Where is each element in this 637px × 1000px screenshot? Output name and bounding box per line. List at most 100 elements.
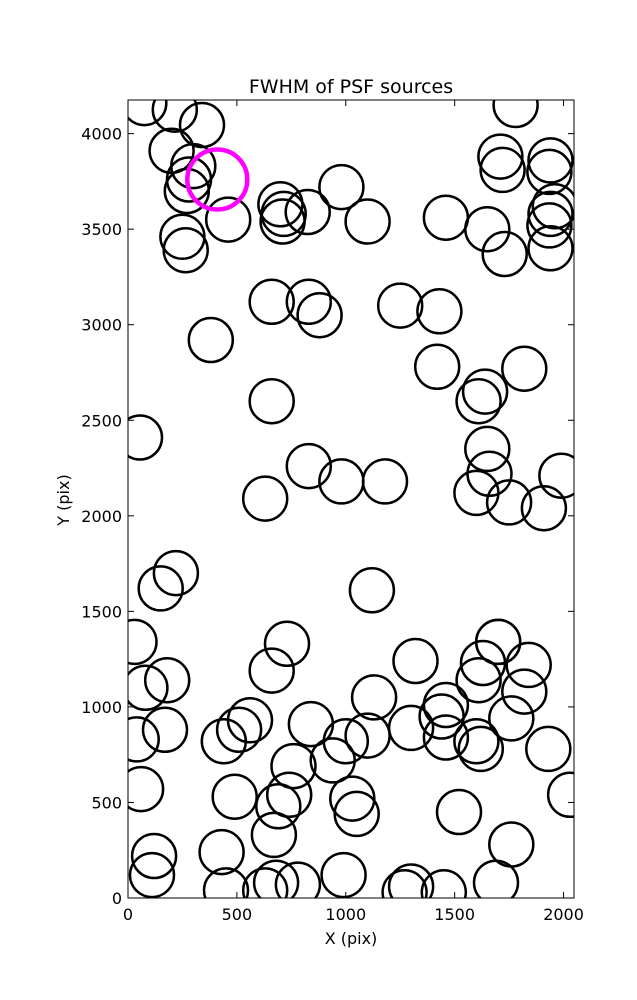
psf-source-marker-67 <box>309 737 356 784</box>
psf-source-marker-69 <box>392 637 439 685</box>
y-tick-label-2: 1000 <box>81 698 122 717</box>
psf-source-marker-35 <box>461 368 509 415</box>
psf-source-marker-44 <box>520 484 568 532</box>
psf-source-marker-20 <box>479 146 526 194</box>
psf-source-marker-53 <box>128 618 158 666</box>
psf-source-marker-51 <box>137 565 184 612</box>
x-tick-label-0: 0 <box>123 905 133 924</box>
psf-source-marker-8 <box>162 226 209 274</box>
psf-source-marker-68 <box>270 742 317 790</box>
y-tick-label-4: 2000 <box>81 507 122 526</box>
psf-source-marker-95 <box>202 867 250 898</box>
psf-source-marker-55 <box>248 647 295 694</box>
psf-source-marker-57 <box>128 664 169 712</box>
psf-source-marker-86 <box>265 771 313 819</box>
psf-source-marker-12 <box>259 198 306 245</box>
y-tick-label-7: 3500 <box>81 220 122 239</box>
psf-source-marker-46 <box>285 442 333 490</box>
psf-source-marker-1 <box>151 100 199 133</box>
psf-source-marker-48 <box>361 458 409 505</box>
x-tick-label-4: 2000 <box>543 905 584 924</box>
y-tick-label-0: 0 <box>112 889 122 908</box>
x-tick-label-3: 1500 <box>434 905 475 924</box>
y-tick-label-6: 3000 <box>81 316 122 335</box>
psf-source-marker-70 <box>387 704 435 752</box>
psf-source-marker-49 <box>241 475 289 522</box>
psf-source-marker-87 <box>329 775 376 822</box>
psf-source-marker-104 <box>488 821 535 868</box>
psf-source-marker-66 <box>350 674 398 721</box>
y-axis-label: Y (pix) <box>54 474 73 526</box>
psf-source-marker-82 <box>525 725 572 773</box>
psf-source-marker-73 <box>422 714 470 761</box>
psf-source-marker-80 <box>501 668 548 715</box>
y-tick-label-5: 2500 <box>81 411 122 430</box>
psf-source-marker-38 <box>248 377 295 425</box>
markers-layer <box>128 100 574 898</box>
y-tick-label-3: 1500 <box>81 602 122 621</box>
psf-source-marker-92 <box>198 828 245 876</box>
psf-source-marker-6 <box>163 167 211 215</box>
psf-source-marker-97 <box>252 859 300 898</box>
psf-source-marker-101 <box>381 869 428 898</box>
psf-source-marker-22 <box>526 148 573 196</box>
psf-source-marker-85 <box>255 783 302 830</box>
psf-source-marker-94 <box>128 851 176 898</box>
psf-source-marker-105 <box>474 618 522 666</box>
psf-source-marker-9 <box>204 196 252 243</box>
psf-source-marker-72 <box>422 681 470 729</box>
psf-source-marker-25 <box>526 202 573 249</box>
psf-source-marker-77 <box>457 725 505 773</box>
psf-source-marker-58 <box>128 716 160 763</box>
psf-source-marker-37 <box>501 345 548 392</box>
psf-source-marker-75 <box>455 656 502 704</box>
psf-source-marker-17 <box>464 205 511 253</box>
psf-source-marker-98 <box>274 861 322 898</box>
y-tick-label-8: 4000 <box>81 125 122 144</box>
psf-source-marker-56 <box>143 656 191 704</box>
psf-source-marker-31 <box>376 282 424 329</box>
psf-source-marker-21 <box>527 137 574 184</box>
psf-source-marker-84 <box>211 773 258 820</box>
psf-source-marker-83 <box>128 765 165 813</box>
psf-source-marker-23 <box>531 182 574 230</box>
psf-source-marker-76 <box>453 718 500 765</box>
psf-source-marker-18 <box>481 230 528 278</box>
psf-source-marker-42 <box>453 469 500 517</box>
psf-source-marker-59 <box>141 706 189 754</box>
x-tick-label-1: 500 <box>222 905 253 924</box>
psf-source-marker-96 <box>241 867 289 898</box>
y-tick-label-1: 500 <box>91 793 122 812</box>
psf-source-marker-81 <box>488 695 535 742</box>
psf-source-marker-33 <box>187 316 235 364</box>
psf-source-marker-29 <box>285 278 333 326</box>
psf-source-marker-102 <box>420 869 468 898</box>
psf-source-marker-88 <box>333 790 380 838</box>
psf-source-marker-61 <box>215 706 263 754</box>
psf-source-marker-79 <box>505 641 552 689</box>
psf-source-marker-91 <box>250 811 298 859</box>
axes-layer: 0 500 1000 1500 2000 0 500 1000 1500 2000 2500 3000… <box>81 99 584 924</box>
psf-source-marker-14 <box>318 163 365 211</box>
psf-source-marker-28 <box>248 278 295 326</box>
psf-source-marker-90 <box>546 771 574 819</box>
psf-source-marker-24 <box>527 190 574 238</box>
psf-source-marker-93 <box>130 832 178 880</box>
chart-title: FWHM of PSF sources <box>249 76 453 98</box>
plot-frame <box>127 99 575 899</box>
psf-source-marker-50 <box>152 549 200 597</box>
psf-source-marker-62 <box>200 718 248 765</box>
psf-source-marker-36 <box>455 377 502 425</box>
psf-source-marker-100 <box>387 863 435 898</box>
psf-source-marker-52 <box>348 567 396 614</box>
psf-source-marker-30 <box>296 291 343 339</box>
psf-source-marker-54 <box>263 620 311 668</box>
psf-source-marker-43 <box>485 479 533 526</box>
psf-source-marker-45 <box>538 452 574 499</box>
x-tick-label-2: 1000 <box>325 905 366 924</box>
x-axis-label: X (pix) <box>325 929 378 948</box>
psf-source-marker-34 <box>413 343 461 391</box>
psf-source-marker-27 <box>492 100 539 129</box>
